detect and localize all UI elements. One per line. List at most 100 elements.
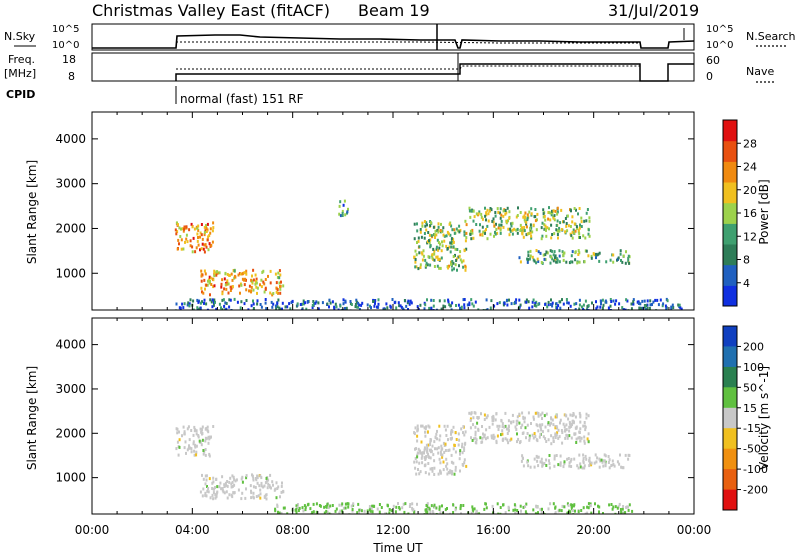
data-cell <box>262 485 265 489</box>
data-cell <box>446 247 449 251</box>
data-cell <box>595 252 597 256</box>
data-cell <box>419 451 422 455</box>
data-cell <box>421 461 424 465</box>
data-cell <box>571 250 574 254</box>
data-cell <box>465 464 468 468</box>
data-cell <box>354 302 357 306</box>
data-cell <box>208 477 211 481</box>
data-cell <box>490 434 493 438</box>
data-cell <box>361 301 364 305</box>
data-cell <box>525 298 528 302</box>
data-cell <box>550 236 553 240</box>
data-cell <box>429 510 432 514</box>
data-cell <box>479 436 482 440</box>
data-cell <box>587 506 590 510</box>
data-cell <box>211 481 214 485</box>
data-cell <box>302 299 305 303</box>
data-cell <box>203 250 206 254</box>
data-cell <box>416 502 418 506</box>
data-cell <box>595 256 597 260</box>
data-cell <box>263 495 266 499</box>
data-cell <box>590 511 593 514</box>
data-cell <box>593 461 596 465</box>
data-cell <box>429 238 432 242</box>
data-cell <box>556 260 559 264</box>
data-cell <box>263 484 266 488</box>
data-cell <box>481 425 483 428</box>
data-cell <box>515 228 518 232</box>
data-cell <box>463 306 466 310</box>
data-cell <box>612 253 615 257</box>
data-cell <box>445 464 448 468</box>
data-cell <box>211 298 214 302</box>
data-cell <box>415 265 418 269</box>
data-cell <box>370 306 372 310</box>
data-cell <box>241 491 244 495</box>
data-cell <box>528 436 531 440</box>
data-cell <box>416 241 418 244</box>
data-cell <box>551 301 554 305</box>
data-cell <box>511 221 514 225</box>
data-cell <box>459 449 462 453</box>
data-cell <box>424 464 427 468</box>
data-cell <box>535 423 538 427</box>
data-cell <box>550 213 553 217</box>
data-cell <box>552 253 555 257</box>
data-cell <box>469 417 472 421</box>
data-cell <box>545 464 548 467</box>
data-cell <box>463 233 466 237</box>
data-cell <box>583 435 586 439</box>
data-cell <box>423 220 426 223</box>
data-cell <box>412 508 415 512</box>
data-cell <box>347 207 349 211</box>
data-cell <box>471 228 474 232</box>
data-cell <box>446 472 449 476</box>
data-cell <box>627 254 630 258</box>
data-cell <box>566 214 569 218</box>
data-cell <box>556 306 559 310</box>
data-cell <box>624 308 627 310</box>
data-cell <box>454 506 457 510</box>
data-cell <box>419 449 421 453</box>
data-cell <box>586 305 589 309</box>
data-cell <box>543 462 546 465</box>
data-cell <box>551 418 554 422</box>
data-cell <box>458 264 460 268</box>
data-cell <box>567 224 570 228</box>
data-cell <box>191 225 194 229</box>
data-cell <box>207 441 210 445</box>
data-cell <box>251 474 254 478</box>
nsearch-label: N.Search <box>746 30 796 43</box>
data-cell <box>612 260 615 264</box>
data-cell <box>428 507 431 511</box>
data-cell <box>439 469 441 473</box>
data-cell <box>395 505 398 509</box>
data-cell <box>295 504 298 508</box>
data-cell <box>573 432 576 436</box>
data-cell <box>435 308 438 310</box>
data-cell <box>450 460 453 464</box>
data-cell <box>424 471 427 475</box>
data-cell <box>445 457 448 461</box>
data-cell <box>626 299 629 303</box>
data-cell <box>539 460 542 464</box>
data-cell <box>376 305 378 309</box>
data-cell <box>275 496 278 500</box>
data-cell <box>544 224 547 228</box>
data-cell <box>526 460 529 464</box>
data-cell <box>519 504 522 508</box>
data-cell <box>574 258 577 262</box>
data-cell <box>307 502 310 506</box>
colorbar-segment <box>723 346 737 368</box>
data-cell <box>205 283 208 287</box>
data-cell <box>555 224 558 227</box>
data-cell <box>430 504 433 508</box>
data-cell <box>494 232 497 236</box>
data-cell <box>255 495 258 498</box>
data-cell <box>256 291 258 295</box>
data-cell <box>458 438 461 442</box>
data-cell <box>231 285 234 289</box>
data-cell <box>554 256 556 259</box>
data-cell <box>444 305 447 309</box>
data-cell <box>237 273 240 277</box>
